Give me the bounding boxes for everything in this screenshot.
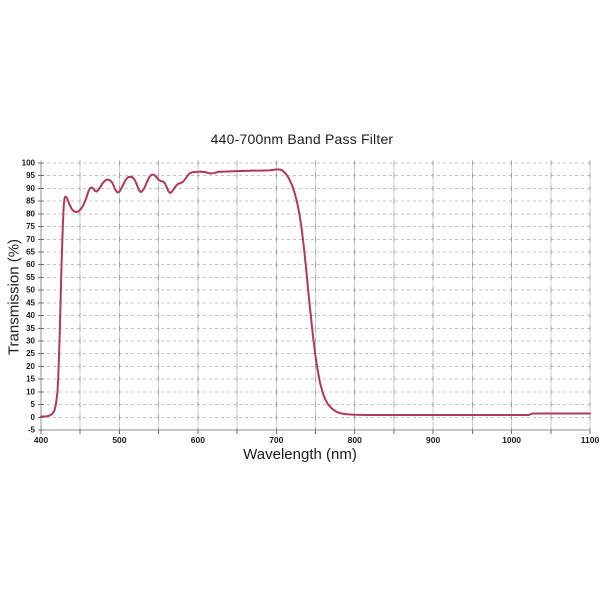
y-tick-label: 50 <box>26 286 35 295</box>
x-tick-label: 700 <box>269 435 283 445</box>
y-tick-label: 30 <box>26 337 35 346</box>
x-tick-label: 600 <box>191 435 205 445</box>
y-tick-label: 70 <box>26 235 35 244</box>
y-tick-label: -5 <box>28 426 36 435</box>
x-tick-label: 1100 <box>581 435 600 445</box>
y-tick-label: 0 <box>31 413 36 422</box>
y-tick-label: 85 <box>26 197 35 206</box>
y-tick-label: 80 <box>26 209 35 218</box>
axes <box>38 162 591 434</box>
y-axis-title: Transmission (%) <box>5 238 23 356</box>
y-tick-label: 45 <box>26 298 35 307</box>
y-tick-label: 75 <box>26 222 35 231</box>
x-tick-label: 800 <box>348 435 362 445</box>
x-tick-label: 1000 <box>502 435 521 445</box>
y-tick-label: 10 <box>26 387 35 396</box>
x-tick-label: 900 <box>426 435 440 445</box>
chart-title: 440-700nm Band Pass Filter <box>210 131 394 147</box>
x-axis-title: Wavelength (nm) <box>243 446 357 463</box>
tick-labels: -5 0 5 10 15 20 25 30 35 40 45 50 55 60 65 70 75 80 85 90 95… <box>22 159 600 446</box>
x-tick-label: 400 <box>34 435 48 445</box>
y-tick-label: 95 <box>26 171 35 180</box>
y-tick-label: 55 <box>26 273 35 282</box>
y-tick-label: 5 <box>31 400 36 409</box>
y-tick-label: 100 <box>22 159 36 168</box>
y-tick-label: 25 <box>26 349 35 358</box>
y-tick-label: 15 <box>26 375 35 384</box>
transmission-curve <box>40 168 591 418</box>
y-tick-label: 35 <box>26 324 35 333</box>
y-tick-label: 60 <box>26 260 35 269</box>
y-tick-label: 65 <box>26 248 35 257</box>
axis-ticks <box>38 162 591 434</box>
y-tick-label: 90 <box>26 184 35 193</box>
gridlines <box>40 160 591 433</box>
x-tick-label: 500 <box>112 435 126 445</box>
y-tick-label: 20 <box>26 362 35 371</box>
y-tick-label: 40 <box>26 311 35 320</box>
